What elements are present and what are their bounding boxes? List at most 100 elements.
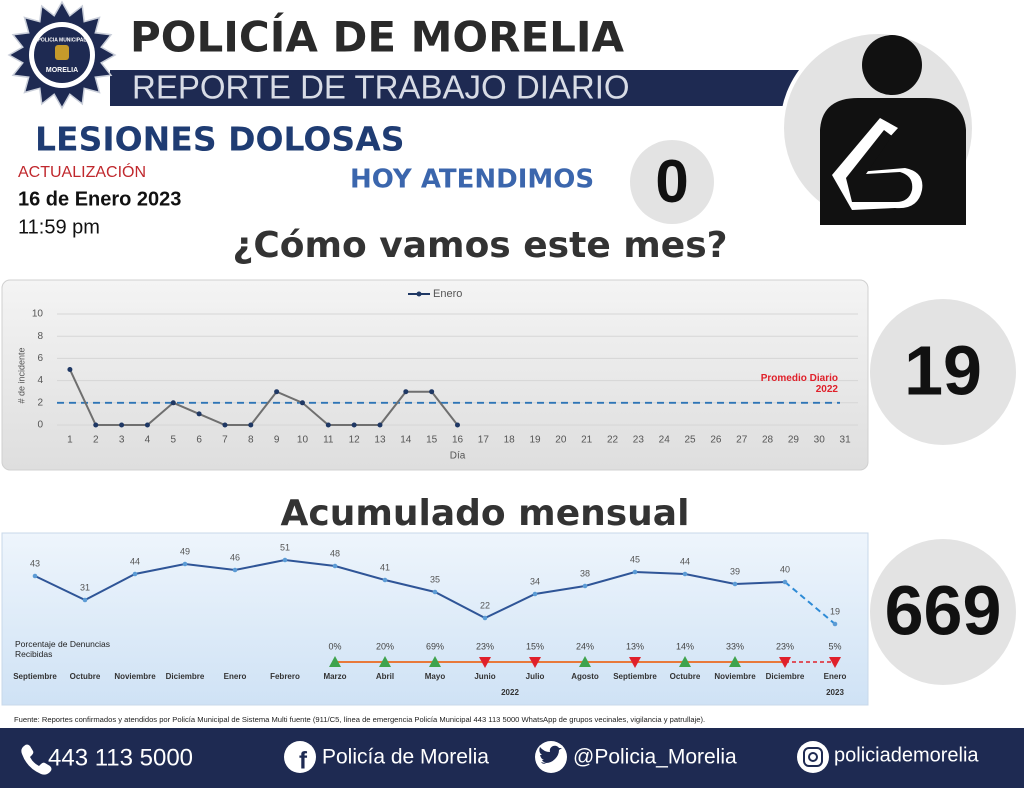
value-label: 45 bbox=[630, 554, 640, 564]
point bbox=[403, 389, 409, 395]
y-axis-label: # de incidente bbox=[16, 347, 26, 403]
x-tick-label: 4 bbox=[145, 435, 151, 446]
y-tick-label: 0 bbox=[37, 420, 43, 431]
value-label: 35 bbox=[430, 574, 440, 584]
x-tick-label: 10 bbox=[297, 435, 309, 446]
x-tick-label: Octubre bbox=[70, 672, 101, 681]
percent-label: 5% bbox=[828, 641, 841, 651]
x-tick-label: Julio bbox=[526, 672, 545, 681]
point bbox=[432, 589, 438, 595]
year-label: 2022 bbox=[501, 688, 519, 697]
percent-label: 15% bbox=[526, 641, 544, 651]
update-label: ACTUALIZACIÓN bbox=[18, 162, 146, 181]
y-tick-label: 6 bbox=[37, 353, 43, 364]
triangle-up bbox=[329, 656, 341, 667]
x-tick-label: 26 bbox=[710, 435, 722, 446]
x-tick-label: 15 bbox=[426, 435, 438, 446]
x-tick-label: Diciembre bbox=[166, 672, 205, 681]
point bbox=[782, 579, 788, 585]
point bbox=[332, 563, 338, 569]
crime-title: LESIONES DOLOSAS bbox=[35, 120, 405, 159]
x-tick-label: 29 bbox=[788, 435, 800, 446]
x-tick-label: 9 bbox=[274, 435, 280, 446]
point bbox=[232, 567, 238, 573]
point bbox=[455, 422, 460, 428]
x-tick-label: Enero bbox=[224, 672, 247, 681]
update-date: 16 de Enero 2023 bbox=[18, 188, 181, 210]
facebook-icon bbox=[284, 741, 316, 773]
point bbox=[182, 561, 188, 567]
y-tick-label: 2 bbox=[37, 397, 43, 408]
value-label: 51 bbox=[280, 542, 290, 552]
x-tick-label: Junio bbox=[474, 672, 495, 681]
x-tick-label: 17 bbox=[478, 435, 490, 446]
point bbox=[377, 422, 383, 428]
badge-top: POLICIA MUNICIPAL bbox=[38, 37, 87, 43]
value-label: 31 bbox=[80, 582, 90, 592]
value-label: 48 bbox=[330, 548, 340, 558]
series-line bbox=[34, 558, 786, 620]
x-tick-label: Noviembre bbox=[714, 672, 756, 681]
source-note: Fuente: Reportes confirmados y atendidos… bbox=[14, 715, 705, 724]
value-label: 46 bbox=[230, 552, 240, 562]
point bbox=[132, 571, 138, 577]
percent-label: 13% bbox=[626, 641, 644, 651]
y-tick-label: 10 bbox=[32, 309, 44, 320]
x-tick-label: 30 bbox=[814, 435, 826, 446]
phone-icon bbox=[21, 744, 52, 775]
year-label: 2023 bbox=[826, 688, 844, 697]
x-tick-label: 27 bbox=[736, 435, 748, 446]
x-tick-label: Abril bbox=[376, 672, 394, 681]
point bbox=[532, 591, 538, 597]
percent-label: 20% bbox=[376, 641, 394, 651]
value-label: 40 bbox=[780, 564, 790, 574]
footer-band bbox=[0, 728, 1024, 788]
x-tick-label: Marzo bbox=[323, 672, 346, 681]
x-tick-label: Diciembre bbox=[766, 672, 805, 681]
point bbox=[325, 422, 331, 428]
point bbox=[382, 577, 388, 583]
point bbox=[274, 389, 280, 395]
x-tick-label: 14 bbox=[400, 435, 412, 446]
x-tick-label: 1 bbox=[67, 435, 73, 446]
point bbox=[582, 583, 588, 589]
x-tick-label: Noviembre bbox=[114, 672, 156, 681]
instagram-glyph bbox=[803, 747, 823, 767]
update-time: 11:59 pm bbox=[18, 216, 100, 238]
triangle-down bbox=[779, 657, 791, 668]
title: POLICÍA DE MORELIA bbox=[130, 12, 625, 62]
x-tick-label: 13 bbox=[374, 435, 386, 446]
point bbox=[351, 422, 357, 428]
point bbox=[282, 557, 288, 563]
badge: POLICIA MUNICIPAL MORELIA bbox=[7, 0, 117, 110]
triangle-up bbox=[579, 656, 591, 667]
triangle-down bbox=[829, 657, 841, 668]
x-tick-label: 21 bbox=[581, 435, 593, 446]
x-tick-label: 20 bbox=[555, 435, 567, 446]
today-circle bbox=[630, 140, 714, 224]
point bbox=[32, 573, 38, 579]
x-tick-label: 31 bbox=[840, 435, 852, 446]
x-tick-label: Febrero bbox=[270, 672, 300, 681]
value-label: 44 bbox=[680, 556, 690, 566]
x-tick-label: 16 bbox=[452, 435, 464, 446]
series-line-projection bbox=[784, 581, 836, 625]
x-tick-label: 7 bbox=[222, 435, 228, 446]
month-circle bbox=[870, 299, 1016, 445]
point bbox=[732, 581, 738, 587]
x-tick-label: 2 bbox=[93, 435, 99, 446]
facebook: Policía de Morelia bbox=[322, 746, 489, 769]
point bbox=[248, 422, 254, 428]
x-tick-label: 23 bbox=[633, 435, 645, 446]
legend-label: Enero bbox=[433, 288, 462, 300]
triangle-up bbox=[379, 656, 391, 667]
instagram-lens bbox=[808, 752, 818, 762]
triangle-up bbox=[679, 656, 691, 667]
percent-label: 14% bbox=[676, 641, 694, 651]
percent-label: 23% bbox=[776, 641, 794, 651]
x-tick-label: Octubre bbox=[670, 672, 701, 681]
point bbox=[299, 400, 305, 406]
triangle-up bbox=[429, 656, 441, 667]
percent-label: 69% bbox=[426, 641, 444, 651]
